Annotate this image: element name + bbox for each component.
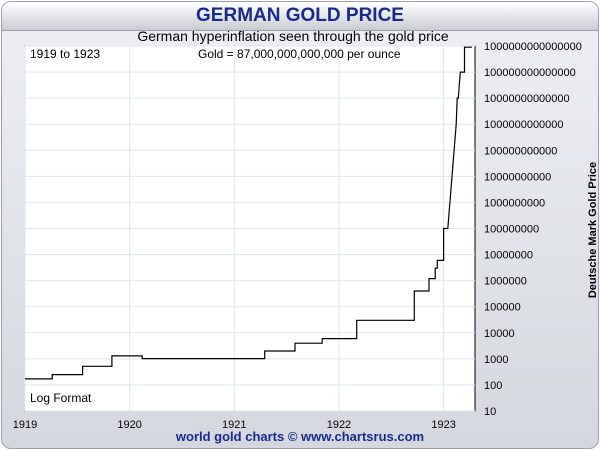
x-tick-label: 1923: [431, 419, 455, 431]
footer-credit: world gold charts © www.chartsrus.com: [175, 429, 424, 444]
y-tick-label: 10000000000: [484, 171, 551, 183]
y-tick-label: 100000000: [484, 224, 539, 236]
grid: [24, 45, 475, 412]
period-annotation: 1919 to 1923: [30, 47, 100, 61]
y-tick-labels: 10 100 1000 10000 100000 1000000 10000000 10000…: [484, 41, 582, 418]
y-tick-label: 100000: [484, 302, 521, 314]
y-tick-label: 1000000000: [484, 197, 545, 209]
y-axis-label: Deutsche Mark Gold Price: [587, 162, 599, 298]
y-tick-label: 100: [484, 380, 502, 392]
y-tick-label: 100000000000: [484, 145, 557, 157]
chart-subtitle: German hyperinflation seen through the g…: [137, 28, 449, 44]
x-tick-label: 1922: [327, 419, 351, 431]
y-tick-label: 10000000: [484, 250, 533, 262]
peak-annotation: Gold = 87,000,000,000,000 per ounce: [198, 47, 401, 61]
y-tick-label: 1000000000000: [484, 119, 564, 131]
x-tick-label: 1919: [13, 419, 37, 431]
x-tick-label: 1920: [117, 419, 141, 431]
x-tick-labels: 1919 1920 1921 1922 1923: [13, 419, 456, 431]
y-tick-label: 10: [484, 406, 496, 418]
y-tick-label: 1000: [484, 354, 508, 366]
y-tick-label: 100000000000000: [484, 67, 576, 79]
y-tick-label: 1000000: [484, 276, 527, 288]
y-tick-label: 10000000000000: [484, 93, 570, 105]
page-title: GERMAN GOLD PRICE: [2, 2, 598, 31]
scale-annotation: Log Format: [30, 391, 92, 405]
gold-price-line: [25, 46, 472, 380]
y-tick-label: 10000: [484, 328, 515, 340]
y-tick-label: 1000000000000000: [484, 41, 582, 53]
x-tick-label: 1921: [222, 419, 246, 431]
